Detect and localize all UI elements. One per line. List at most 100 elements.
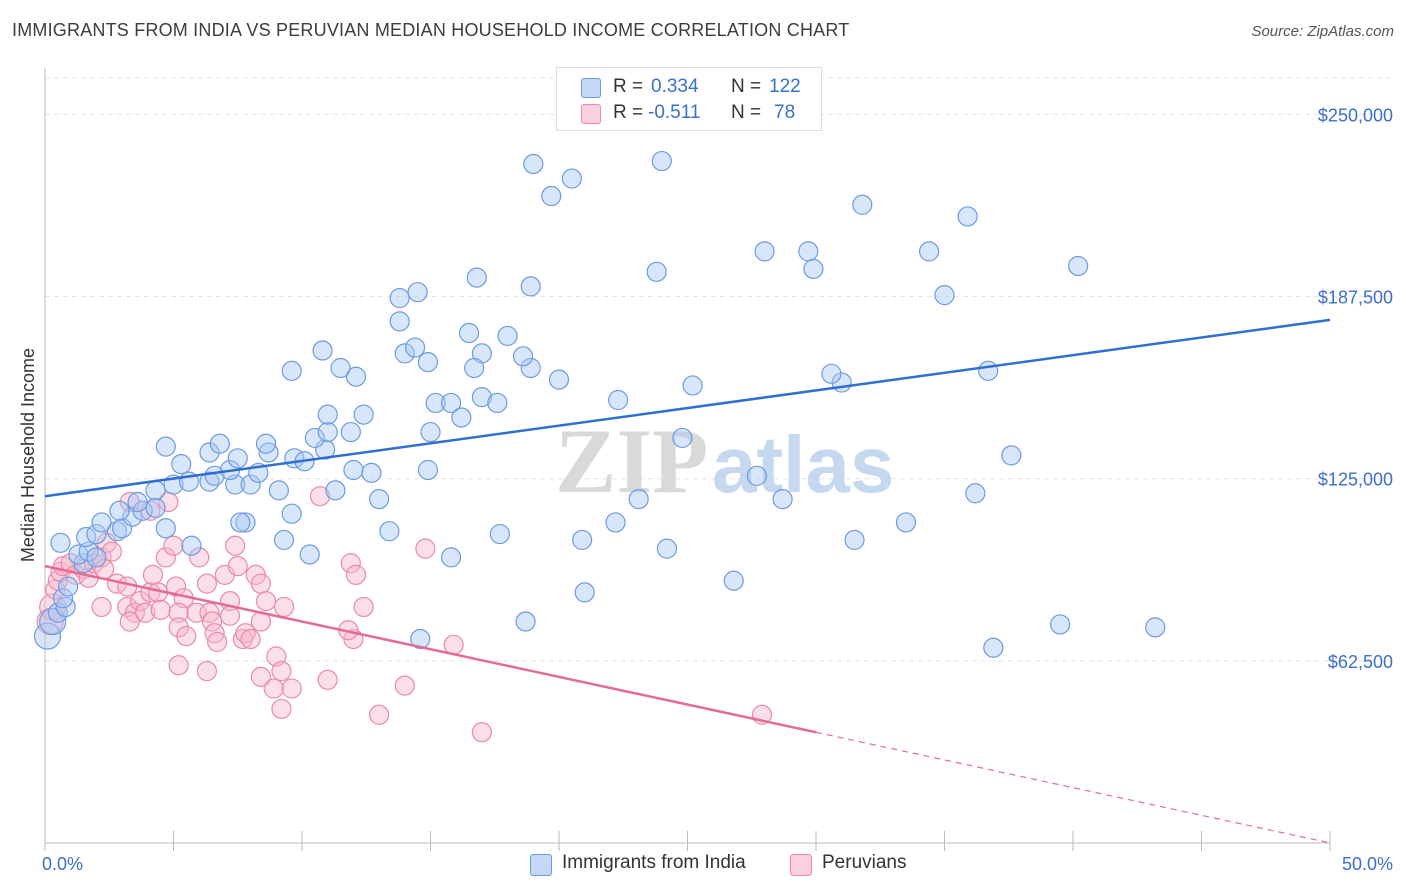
india-point <box>379 521 400 542</box>
india-point <box>466 267 487 288</box>
peruvians-point <box>369 704 390 725</box>
india-point <box>520 276 541 297</box>
india-point <box>672 427 693 449</box>
peruvians-point <box>263 678 284 699</box>
india-point <box>548 369 570 390</box>
watermark-zip: ZIP <box>555 410 708 512</box>
correlation-legend: R = 0.334 N = 122 R = -0.511 N = 78 <box>556 67 822 131</box>
india-point <box>844 529 865 551</box>
india-point <box>746 465 767 486</box>
x-tick-label: 0.0% <box>42 854 83 874</box>
peruvians-point <box>250 573 271 594</box>
india-point <box>317 421 338 443</box>
india-point <box>111 518 133 539</box>
y-tick-label: $250,000 <box>1318 105 1393 125</box>
india-point <box>39 607 67 636</box>
tick-labels: $62,500 $125,000 $187,500 $250,000 0.0% 50.0% <box>42 105 1393 874</box>
r-value-peruvians: -0.511 <box>648 102 701 123</box>
india-point <box>803 258 824 279</box>
india-point <box>230 512 251 533</box>
peruvians-legend-label: Peruvians <box>822 852 907 873</box>
peruvians-point <box>176 625 197 647</box>
india-point <box>497 325 518 347</box>
r-label: R = <box>613 76 644 97</box>
india-point <box>86 547 107 568</box>
india-point <box>605 512 626 533</box>
peruvians-trendline <box>44 564 817 734</box>
india-point <box>934 285 955 306</box>
india-point <box>325 480 346 501</box>
india-point <box>343 459 364 481</box>
india-point <box>369 489 390 510</box>
peruvians-point <box>168 602 189 623</box>
india-point <box>315 439 336 460</box>
india-point <box>155 518 176 539</box>
india-point <box>255 433 277 454</box>
india-point <box>918 241 940 262</box>
india-point <box>656 538 678 559</box>
chart-title: IMMIGRANTS FROM INDIA VS PERUVIAN MEDIAN… <box>12 20 850 40</box>
peruvians-points <box>36 486 773 743</box>
axes <box>44 68 1331 851</box>
y-tick-label: $125,000 <box>1318 470 1393 490</box>
peruvians-point <box>250 666 271 687</box>
peruvians-point <box>91 596 112 618</box>
india-point <box>471 387 492 408</box>
india-point <box>489 523 510 545</box>
india-point <box>628 489 649 510</box>
india-point <box>109 500 130 521</box>
watermark-atlas: atlas <box>712 420 894 509</box>
india-point <box>754 241 775 262</box>
peruvians-point <box>273 596 295 618</box>
peruvians-point <box>101 541 122 562</box>
india-point <box>440 547 462 568</box>
peruvians-point <box>168 655 189 676</box>
india-point <box>404 337 426 358</box>
india-point <box>199 442 220 463</box>
n-label: N = <box>731 102 762 123</box>
india-point <box>512 346 534 367</box>
india-trendline <box>44 318 1331 498</box>
india-point <box>394 343 415 364</box>
india-point <box>487 392 508 414</box>
india-point <box>458 322 480 344</box>
india-point <box>682 375 703 396</box>
india-point <box>361 462 382 483</box>
india-point <box>798 241 819 262</box>
y-axis-label: Median Household Income <box>18 348 38 562</box>
peruvians-point <box>196 660 218 682</box>
india-point <box>515 611 536 632</box>
n-value-peruvians: 78 <box>774 102 796 123</box>
source-label: Source: ZipAtlas.com <box>1251 23 1394 40</box>
peruvians-point <box>150 599 171 620</box>
india-point <box>772 489 793 510</box>
india-points <box>33 150 1166 658</box>
india-point <box>312 340 333 361</box>
india-point <box>1001 445 1022 466</box>
india-point <box>86 523 107 545</box>
india-point <box>33 622 62 650</box>
india-point <box>574 582 595 603</box>
peruvians-legend-swatch <box>790 854 812 876</box>
india-point <box>145 497 166 518</box>
peruvians-trendline-extension <box>815 731 1331 844</box>
india-point <box>1145 617 1166 638</box>
india-point <box>1050 614 1071 635</box>
peruvians-point <box>415 538 436 559</box>
india-point <box>268 480 289 501</box>
india-point <box>520 357 541 379</box>
india-point <box>145 480 166 501</box>
india-point <box>440 392 462 414</box>
peruvians-point <box>135 602 156 623</box>
india-point <box>209 433 230 454</box>
india-legend-swatch <box>530 854 552 876</box>
india-point <box>181 535 202 556</box>
y-tick-label: $62,500 <box>1328 652 1393 672</box>
india-point <box>91 512 112 533</box>
india-point <box>983 637 1004 658</box>
peruvians-point <box>196 573 218 594</box>
peruvians-point <box>345 564 367 585</box>
india-point <box>417 459 439 481</box>
india-point <box>340 421 361 443</box>
